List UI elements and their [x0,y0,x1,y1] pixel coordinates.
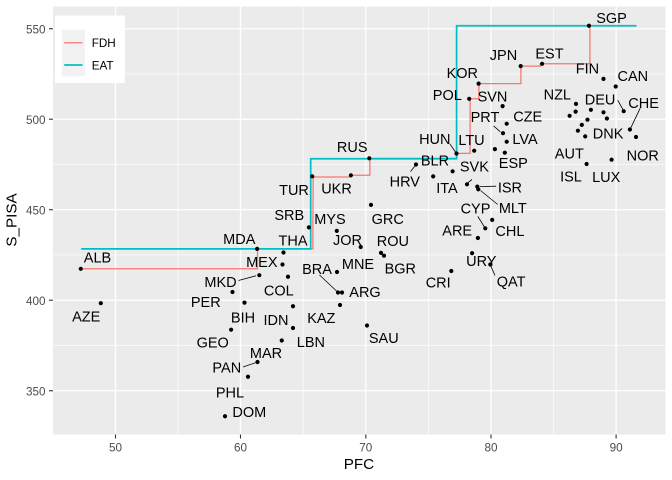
svg-text:CHL: CHL [495,224,524,240]
svg-text:SVK: SVK [460,159,489,175]
svg-text:GRC: GRC [372,212,404,228]
svg-text:80: 80 [484,442,498,455]
svg-text:50: 50 [109,442,123,455]
svg-text:SGP: SGP [596,11,627,27]
svg-text:MNE: MNE [342,257,375,273]
svg-text:HUN: HUN [419,132,450,148]
svg-text:NZL: NZL [544,88,571,104]
svg-text:EAT: EAT [92,59,114,72]
svg-text:HRV: HRV [390,175,421,191]
svg-text:350: 350 [26,386,46,399]
svg-text:BLR: BLR [421,154,449,170]
svg-text:IDN: IDN [264,313,289,329]
svg-text:MLT: MLT [499,201,527,217]
svg-text:KAZ: KAZ [307,311,335,327]
svg-text:BRA: BRA [302,262,332,278]
svg-text:AZE: AZE [72,310,101,326]
svg-text:SAU: SAU [369,331,399,347]
svg-text:URY: URY [466,254,497,270]
svg-text:LBN: LBN [297,335,325,351]
svg-text:PFC: PFC [344,456,374,473]
svg-text:QAT: QAT [497,274,526,290]
svg-text:JPN: JPN [490,48,517,64]
svg-text:400: 400 [26,295,46,308]
svg-text:ISR: ISR [498,181,522,197]
svg-text:ITA: ITA [436,181,458,197]
svg-text:TUR: TUR [279,183,309,199]
svg-text:CRI: CRI [426,276,451,292]
svg-text:ISL: ISL [560,170,582,186]
svg-text:FIN: FIN [576,62,599,78]
svg-text:PRT: PRT [471,110,500,126]
svg-text:BGR: BGR [385,262,416,278]
svg-text:POL: POL [433,88,462,104]
svg-text:550: 550 [26,24,46,37]
svg-text:450: 450 [26,205,46,218]
svg-text:PHL: PHL [216,386,244,402]
svg-text:KOR: KOR [447,66,478,82]
svg-text:FDH: FDH [92,37,116,50]
svg-text:PAN: PAN [212,361,241,377]
svg-text:90: 90 [610,442,624,455]
svg-text:LUX: LUX [592,170,621,186]
svg-text:GEO: GEO [197,336,229,352]
svg-text:CYP: CYP [461,202,491,218]
svg-text:MAR: MAR [250,346,282,362]
svg-text:EST: EST [535,47,563,63]
svg-text:ALB: ALB [84,251,111,267]
svg-text:DEU: DEU [585,93,616,109]
svg-text:AUT: AUT [555,147,584,163]
svg-text:MEX: MEX [246,255,278,271]
svg-text:DOM: DOM [232,405,266,421]
svg-text:NOR: NOR [627,149,659,165]
svg-text:ARG: ARG [349,285,380,301]
svg-text:60: 60 [234,442,248,455]
svg-text:CZE: CZE [513,110,542,126]
svg-text:70: 70 [359,442,373,455]
svg-text:CHE: CHE [628,96,659,112]
svg-text:JOR: JOR [333,233,362,249]
svg-text:DNK: DNK [593,127,624,143]
svg-text:PER: PER [191,295,221,311]
svg-text:LVA: LVA [512,132,538,148]
svg-text:THA: THA [279,234,308,250]
svg-text:ARE: ARE [442,223,472,239]
svg-text:COL: COL [264,284,294,300]
svg-text:UKR: UKR [321,182,352,198]
svg-text:MDA: MDA [223,232,256,248]
svg-text:ESP: ESP [499,156,528,172]
svg-text:SRB: SRB [274,208,304,224]
svg-text:RUS: RUS [337,140,368,156]
svg-text:MKD: MKD [204,275,236,291]
svg-text:CAN: CAN [617,69,648,85]
svg-text:500: 500 [26,114,46,127]
svg-text:LTU: LTU [458,133,484,149]
svg-text:S_PISA: S_PISA [4,193,21,247]
svg-text:SVN: SVN [478,90,508,106]
svg-text:ROU: ROU [377,234,409,250]
svg-text:BIH: BIH [231,310,255,326]
svg-text:MYS: MYS [314,212,345,228]
